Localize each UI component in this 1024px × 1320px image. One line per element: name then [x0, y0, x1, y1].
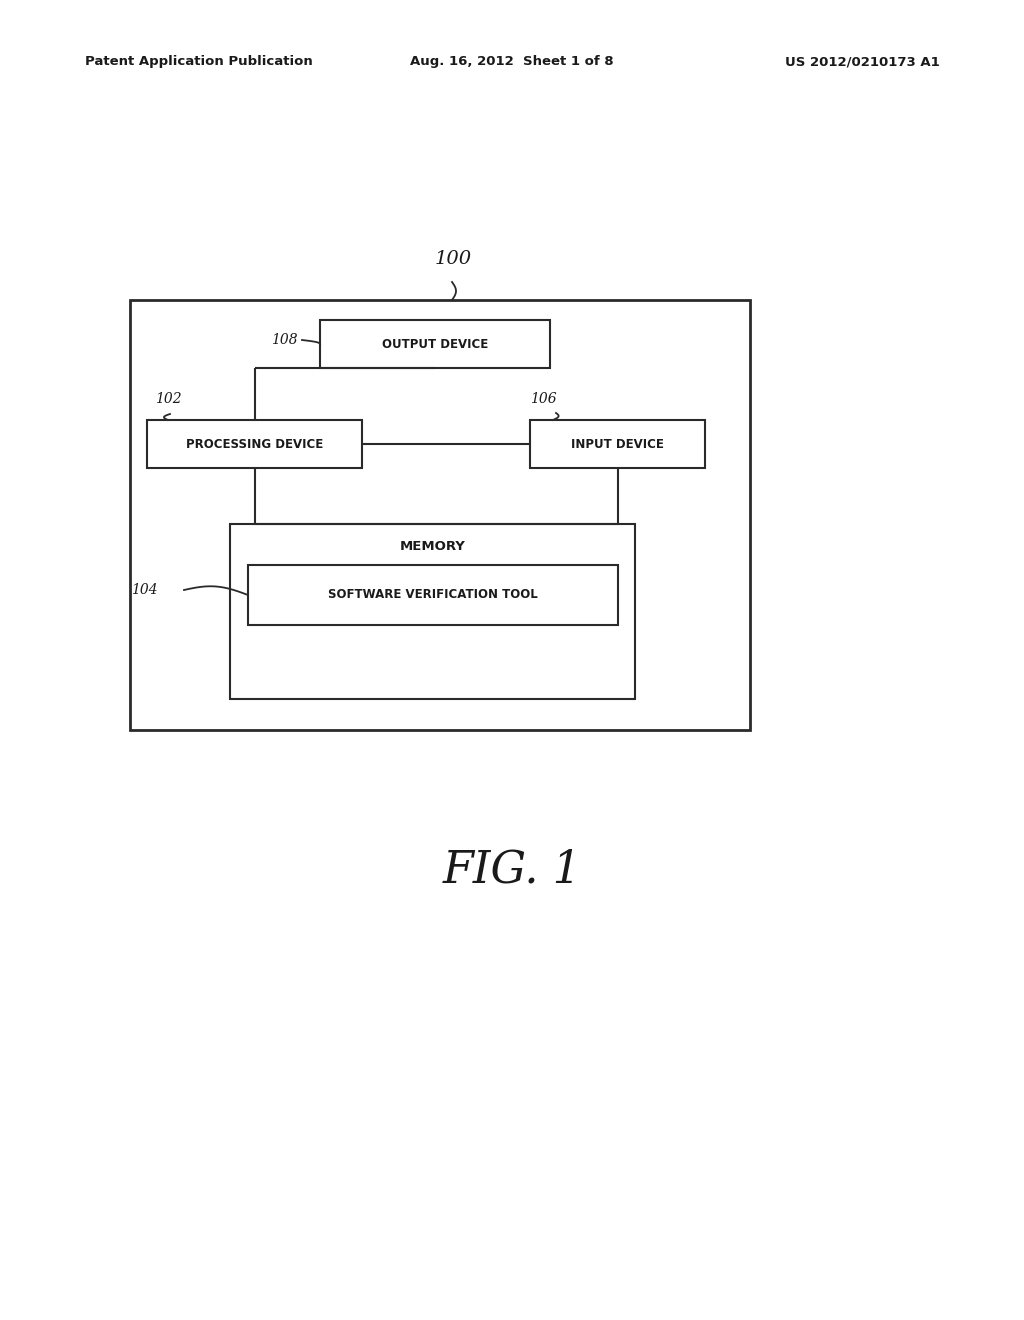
Text: FIG. 1: FIG. 1 — [442, 849, 582, 891]
Text: Aug. 16, 2012  Sheet 1 of 8: Aug. 16, 2012 Sheet 1 of 8 — [411, 55, 613, 69]
Text: MEMORY: MEMORY — [399, 540, 466, 553]
Text: Patent Application Publication: Patent Application Publication — [85, 55, 312, 69]
Text: OUTPUT DEVICE: OUTPUT DEVICE — [382, 338, 488, 351]
Bar — [230, 524, 635, 700]
Text: 104: 104 — [131, 583, 158, 597]
Text: 106: 106 — [530, 392, 557, 407]
Text: PROCESSING DEVICE: PROCESSING DEVICE — [186, 437, 324, 450]
Text: 100: 100 — [435, 249, 472, 268]
Text: INPUT DEVICE: INPUT DEVICE — [571, 437, 664, 450]
Text: US 2012/0210173 A1: US 2012/0210173 A1 — [785, 55, 940, 69]
Bar — [530, 420, 705, 469]
Text: 102: 102 — [155, 392, 181, 407]
Bar — [130, 300, 750, 730]
Text: 108: 108 — [271, 333, 298, 347]
Text: SOFTWARE VERIFICATION TOOL: SOFTWARE VERIFICATION TOOL — [328, 589, 538, 602]
Bar — [319, 319, 550, 368]
Bar — [147, 420, 362, 469]
Bar — [248, 565, 618, 624]
